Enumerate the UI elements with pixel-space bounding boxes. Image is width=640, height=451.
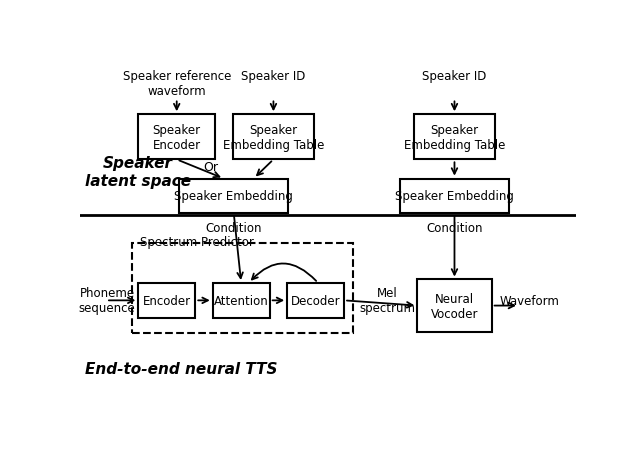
FancyBboxPatch shape (138, 115, 215, 160)
Text: Speaker reference
waveform: Speaker reference waveform (122, 70, 231, 98)
Text: Attention: Attention (214, 294, 269, 307)
Text: Speaker
Embedding Table: Speaker Embedding Table (404, 124, 505, 152)
Text: Encoder: Encoder (143, 294, 191, 307)
Text: Phoneme
sequence: Phoneme sequence (79, 287, 136, 315)
Text: Speaker
Encoder: Speaker Encoder (153, 124, 201, 152)
Text: Condition: Condition (426, 221, 483, 234)
FancyBboxPatch shape (287, 283, 344, 318)
Text: Condition: Condition (205, 221, 262, 234)
FancyBboxPatch shape (232, 115, 314, 160)
Text: Speaker
latent space: Speaker latent space (85, 156, 191, 189)
FancyBboxPatch shape (413, 115, 495, 160)
Text: Spectrum Predictor: Spectrum Predictor (140, 235, 253, 249)
Text: Speaker Embedding: Speaker Embedding (174, 190, 293, 203)
Text: Waveform: Waveform (499, 294, 559, 307)
Text: Speaker Embedding: Speaker Embedding (395, 190, 514, 203)
FancyBboxPatch shape (179, 179, 289, 214)
Text: Speaker ID: Speaker ID (241, 70, 306, 83)
Text: Mel
spectrum: Mel spectrum (360, 287, 415, 315)
Text: Or: Or (203, 161, 218, 174)
Text: Speaker
Embedding Table: Speaker Embedding Table (223, 124, 324, 152)
Text: End-to-end neural TTS: End-to-end neural TTS (85, 361, 278, 376)
FancyBboxPatch shape (138, 283, 195, 318)
FancyBboxPatch shape (417, 280, 492, 332)
Text: Decoder: Decoder (291, 294, 340, 307)
Text: Neural
Vocoder: Neural Vocoder (431, 292, 478, 320)
FancyBboxPatch shape (400, 179, 509, 214)
FancyBboxPatch shape (212, 283, 269, 318)
Text: Speaker ID: Speaker ID (422, 70, 486, 83)
